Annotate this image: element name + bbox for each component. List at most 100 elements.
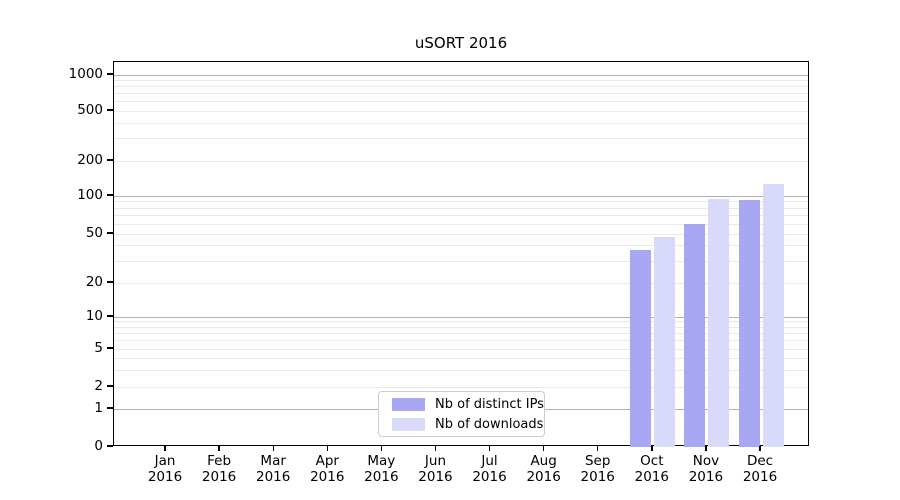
- gridline-minor-80: [114, 207, 808, 209]
- month-label: Aug: [530, 453, 557, 469]
- gridline-major-100: [114, 195, 808, 197]
- gridline-minor-900: [114, 79, 808, 81]
- gridline-minor-500: [114, 110, 808, 112]
- gridline-minor-600: [114, 101, 808, 103]
- bar-nb-of-distinct-ips-dec: [738, 199, 760, 447]
- x-tick-label-feb-2016: Feb 2016: [191, 453, 247, 485]
- x-tick-label-dec-2016: Dec 2016: [732, 453, 788, 485]
- month-label: Sep: [584, 453, 611, 469]
- gridline-minor-7: [114, 332, 808, 334]
- year-label: 2016: [364, 469, 399, 485]
- year-label: 2016: [147, 469, 183, 485]
- month-label: Feb: [207, 453, 232, 469]
- year-label: 2016: [255, 469, 291, 485]
- month-label: Mar: [260, 453, 286, 469]
- y-tick-label-10: 10: [85, 308, 103, 324]
- x-tick-mark-feb: [218, 446, 220, 451]
- gridline-minor-3: [114, 369, 808, 371]
- legend: Nb of distinct IPs Nb of downloads: [378, 391, 545, 437]
- x-tick-label-mar-2016: Mar 2016: [245, 453, 301, 485]
- gridline-minor-60: [114, 223, 808, 225]
- y-tick-mark-50: [107, 232, 113, 234]
- month-label: Nov: [692, 453, 720, 469]
- year-label: 2016: [310, 469, 345, 485]
- gridline-minor-4: [114, 357, 808, 359]
- bar-nb-of-downloads-dec: [762, 183, 784, 447]
- gridline-minor-800: [114, 86, 808, 88]
- x-tick-label-may-2016: May 2016: [353, 453, 409, 485]
- gridline-minor-700: [114, 93, 808, 95]
- gridline-minor-70: [114, 215, 808, 217]
- x-tick-mark-aug: [543, 446, 545, 451]
- y-tick-mark-500: [107, 109, 113, 111]
- month-label: Jan: [154, 453, 176, 469]
- x-tick-label-apr-2016: Apr 2016: [299, 453, 355, 485]
- gridline-minor-200: [114, 160, 808, 162]
- bar-nb-of-downloads-nov: [708, 198, 730, 447]
- y-tick-label-1: 1: [94, 400, 103, 416]
- gridline-minor-6: [114, 340, 808, 342]
- x-tick-mark-jan: [164, 446, 166, 451]
- x-tick-label-oct-2016: Oct 2016: [624, 453, 680, 485]
- month-label: Jun: [424, 453, 446, 469]
- y-tick-mark-1000: [107, 73, 113, 75]
- gridline-minor-40: [114, 245, 808, 247]
- plot-area: Nb of distinct IPs Nb of downloads: [113, 61, 809, 447]
- x-tick-mark-jul: [488, 446, 491, 451]
- gridline-minor-2: [114, 386, 808, 388]
- y-tick-mark-0: [107, 445, 113, 447]
- month-label: Oct: [640, 453, 664, 469]
- x-tick-label-aug-2016: Aug 2016: [516, 453, 572, 485]
- x-tick-mark-dec: [759, 446, 761, 451]
- year-label: 2016: [580, 469, 615, 485]
- y-tick-mark-100: [107, 194, 113, 196]
- gridline-major-1000: [114, 74, 808, 76]
- legend-item-nb-of-distinct-ips: Nb of distinct IPs: [379, 396, 544, 412]
- x-tick-mark-sep: [597, 446, 599, 451]
- x-tick-label-jun-2016: Jun 2016: [407, 453, 463, 485]
- year-label: 2016: [634, 469, 669, 485]
- gridline-minor-400: [114, 122, 808, 124]
- y-tick-label-2: 2: [94, 378, 103, 394]
- bar-nb-of-distinct-ips-oct: [630, 250, 652, 447]
- gridline-minor-8: [114, 326, 808, 328]
- legend-label: Nb of distinct IPs: [435, 396, 544, 412]
- x-tick-mark-apr: [326, 446, 328, 451]
- gridline-minor-5: [114, 348, 808, 350]
- x-tick-mark-nov: [705, 446, 707, 451]
- gridline-minor-9: [114, 321, 808, 323]
- y-tick-label-5: 5: [94, 340, 103, 356]
- y-tick-mark-1: [107, 407, 113, 409]
- legend-item-nb-of-downloads: Nb of downloads: [379, 416, 544, 432]
- x-tick-label-jul-2016: Jul 2016: [462, 453, 518, 485]
- month-label: May: [367, 453, 396, 469]
- gridline-minor-300: [114, 138, 808, 140]
- y-tick-mark-200: [107, 159, 113, 161]
- gridline-minor-30: [114, 260, 808, 262]
- month-label: Jul: [481, 453, 498, 469]
- month-label: Dec: [746, 453, 774, 469]
- gridline-minor-20: [114, 282, 808, 284]
- x-tick-mark-oct: [651, 446, 653, 451]
- gridline-minor-90: [114, 201, 808, 203]
- x-tick-label-nov-2016: Nov 2016: [678, 453, 734, 485]
- y-tick-mark-10: [107, 315, 113, 317]
- bar-nb-of-downloads-oct: [654, 237, 676, 447]
- y-tick-label-1000: 1000: [68, 66, 103, 82]
- y-tick-mark-5: [107, 347, 113, 349]
- y-tick-label-0: 0: [94, 438, 103, 454]
- y-tick-label-20: 20: [85, 274, 103, 290]
- y-tick-label-100: 100: [77, 187, 103, 203]
- chart-title: uSORT 2016: [414, 34, 508, 52]
- x-tick-label-jan-2016: Jan 2016: [137, 453, 193, 485]
- y-tick-label-200: 200: [77, 152, 103, 168]
- bar-nb-of-distinct-ips-nov: [684, 224, 706, 447]
- year-label: 2016: [472, 469, 507, 485]
- x-tick-mark-jun: [434, 446, 437, 451]
- legend-swatch-icon: [392, 397, 425, 411]
- month-label: Apr: [315, 453, 339, 469]
- x-tick-label-sep-2016: Sep 2016: [570, 453, 626, 485]
- x-tick-mark-mar: [272, 446, 274, 451]
- y-tick-label-500: 500: [77, 102, 103, 118]
